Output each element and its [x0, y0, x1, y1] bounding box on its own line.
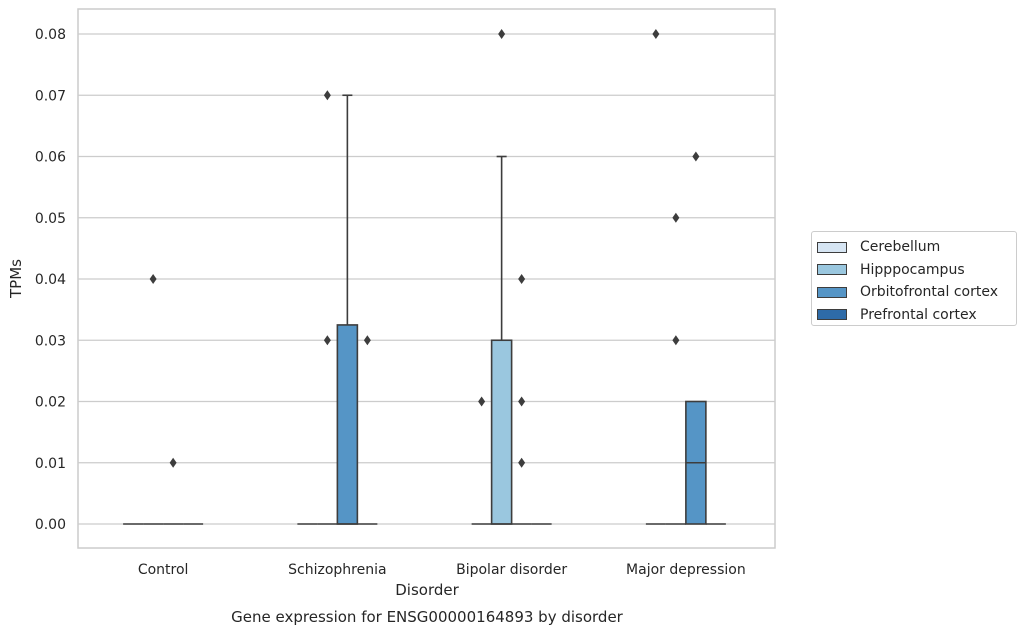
- y-tick-label: 0.07: [35, 88, 66, 104]
- y-tick-label: 0.06: [35, 150, 66, 166]
- y-tick-label: 0.01: [35, 456, 66, 472]
- y-tick-labels: 0.00 0.01 0.02 0.03 0.04 0.05 0.06 0.07 0.08: [35, 27, 66, 533]
- legend-swatch: [817, 241, 847, 253]
- outlier-point: [498, 29, 506, 39]
- x-tick-labels: Control Schizophrenia Bipolar disorder Majo…: [138, 562, 746, 578]
- outlier-point: [149, 274, 157, 284]
- box: [163, 457, 184, 525]
- y-axis-label: TPMs: [7, 259, 25, 299]
- legend-swatch: [817, 309, 847, 321]
- box: [143, 274, 164, 525]
- gridlines: [78, 33, 775, 525]
- y-tick-label: 0.04: [35, 272, 66, 288]
- x-axis-label: Disorder: [395, 581, 459, 599]
- legend-label: Orbitofrontal cortex: [860, 284, 998, 301]
- legend-label: Hipppocampus: [860, 261, 965, 278]
- legend-label: Cerebellum: [860, 239, 941, 256]
- plot-frame: [77, 8, 776, 549]
- box-body: [336, 324, 359, 525]
- y-tick-label: 0.05: [35, 211, 66, 227]
- outlier-point: [363, 335, 371, 346]
- outlier-point: [518, 457, 526, 468]
- outlier-point: [518, 396, 526, 407]
- box: [511, 274, 532, 525]
- outlier-point: [323, 90, 331, 101]
- y-tick-label: 0.03: [35, 333, 66, 349]
- boxes: [123, 29, 726, 525]
- box: [471, 396, 492, 525]
- legend-item-hippocampus: Hipppocampus: [817, 259, 1016, 282]
- box: [336, 94, 359, 525]
- x-tick-label: Bipolar disorder: [456, 562, 567, 578]
- legend-swatch: [817, 264, 847, 276]
- box: [490, 29, 513, 525]
- outlier-point: [518, 274, 526, 284]
- chart-title: Gene expression for ENSG00000164893 by d…: [231, 608, 624, 626]
- outlier-point: [323, 335, 331, 346]
- outlier-point: [692, 151, 700, 162]
- box: [645, 29, 666, 525]
- legend: Cerebellum Hipppocampus Orbitofrontal co…: [811, 231, 1017, 326]
- outlier-point: [672, 335, 680, 346]
- legend-item-cerebellum: Cerebellum: [817, 236, 1016, 259]
- legend-swatch: [817, 286, 847, 298]
- box: [685, 151, 707, 525]
- box: [357, 335, 378, 525]
- x-tick-label: Schizophrenia: [288, 562, 386, 578]
- y-tick-label: 0.00: [35, 517, 66, 533]
- box: [665, 212, 686, 525]
- box: [317, 90, 338, 525]
- legend-label: Prefrontal cortex: [860, 306, 977, 323]
- y-tick-label: 0.02: [35, 395, 66, 411]
- legend-item-prefrontal-cortex: Prefrontal cortex: [817, 304, 1016, 327]
- outlier-point: [672, 212, 680, 223]
- outlier-point: [478, 396, 486, 407]
- y-tick-label: 0.08: [35, 27, 66, 43]
- x-tick-label: Major depression: [626, 562, 746, 578]
- box-body: [490, 339, 513, 525]
- outlier-point: [169, 457, 177, 468]
- outlier-point: [652, 29, 660, 39]
- x-tick-label: Control: [138, 562, 189, 578]
- legend-item-orbitofrontal-cortex: Orbitofrontal cortex: [817, 281, 1016, 304]
